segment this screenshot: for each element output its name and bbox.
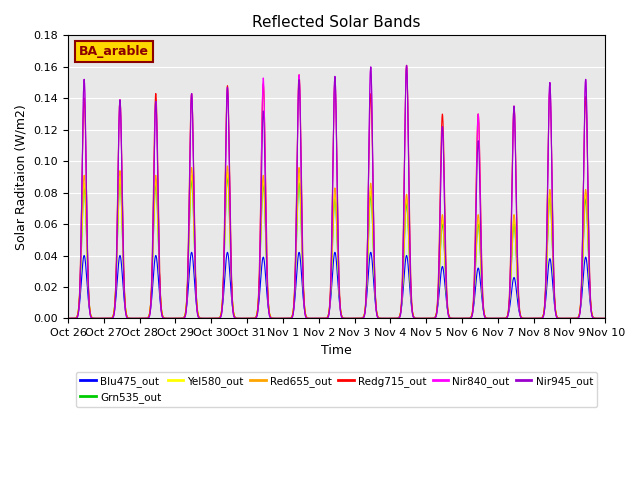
Yel580_out [64, 315, 72, 321]
Line: Grn535_out: Grn535_out [68, 177, 605, 318]
Line: Nir840_out: Nir840_out [68, 65, 605, 318]
Line: Red655_out: Red655_out [68, 166, 605, 318]
Grn535_out [157, 304, 165, 310]
Line: Redg715_out: Redg715_out [68, 65, 605, 318]
Nir840_out [591, 315, 599, 321]
X-axis label: Time: Time [321, 344, 352, 357]
Grn535_out [591, 315, 599, 321]
Nir840_out [125, 315, 133, 321]
Yel580_out [223, 169, 231, 175]
Redg715_out [157, 304, 165, 310]
Text: BA_arable: BA_arable [79, 45, 148, 58]
Line: Blu475_out: Blu475_out [68, 252, 605, 318]
Blu475_out [294, 259, 301, 265]
Line: Nir945_out: Nir945_out [68, 65, 605, 318]
Blu475_out [271, 315, 278, 321]
Redg715_out [533, 315, 541, 321]
Grn535_out [64, 315, 72, 321]
Yel580_out [157, 304, 165, 310]
Nir945_out [157, 308, 165, 314]
Title: Reflected Solar Bands: Reflected Solar Bands [252, 15, 421, 30]
Blu475_out [157, 307, 165, 313]
Nir945_out [294, 145, 301, 151]
Nir840_out [64, 315, 72, 321]
Redg715_out [125, 315, 133, 321]
Blu475_out [64, 315, 72, 321]
Redg715_out [64, 315, 72, 321]
Grn535_out [602, 315, 609, 321]
Red655_out [64, 315, 72, 321]
Nir945_out [591, 315, 599, 321]
Red655_out [591, 315, 599, 321]
Blu475_out [602, 315, 609, 321]
Redg715_out [591, 315, 599, 321]
Red655_out [157, 303, 165, 309]
Legend: Blu475_out, Grn535_out, Yel580_out, Red655_out, Redg715_out, Nir840_out, Nir945_: Blu475_out, Grn535_out, Yel580_out, Red6… [76, 372, 597, 407]
Yel580_out [602, 315, 609, 321]
Nir945_out [403, 62, 410, 68]
Yel580_out [125, 315, 133, 321]
Redg715_out [270, 315, 278, 321]
Nir840_out [157, 308, 165, 314]
Nir840_out [403, 62, 410, 68]
Yel580_out [591, 315, 599, 321]
Yel580_out [533, 315, 541, 321]
Nir840_out [270, 315, 278, 321]
Red655_out [294, 192, 301, 197]
Blu475_out [188, 250, 195, 255]
Nir945_out [533, 315, 541, 321]
Blu475_out [125, 315, 133, 321]
Grn535_out [294, 204, 301, 210]
Grn535_out [223, 174, 231, 180]
Red655_out [125, 315, 133, 321]
Red655_out [602, 315, 609, 321]
Red655_out [271, 315, 278, 321]
Red655_out [223, 163, 231, 169]
Nir840_out [533, 315, 541, 321]
Blu475_out [591, 315, 599, 321]
Yel580_out [294, 198, 301, 204]
Yel580_out [271, 315, 278, 321]
Red655_out [533, 315, 541, 321]
Nir945_out [602, 315, 609, 321]
Grn535_out [271, 315, 278, 321]
Nir840_out [602, 315, 609, 321]
Redg715_out [403, 62, 410, 68]
Nir945_out [270, 315, 278, 321]
Blu475_out [533, 315, 541, 321]
Y-axis label: Solar Raditaion (W/m2): Solar Raditaion (W/m2) [15, 104, 28, 250]
Nir840_out [294, 142, 301, 148]
Grn535_out [533, 315, 541, 321]
Nir945_out [64, 315, 72, 321]
Line: Yel580_out: Yel580_out [68, 172, 605, 318]
Nir945_out [125, 315, 133, 321]
Grn535_out [125, 315, 133, 321]
Redg715_out [294, 134, 301, 140]
Redg715_out [602, 315, 609, 321]
